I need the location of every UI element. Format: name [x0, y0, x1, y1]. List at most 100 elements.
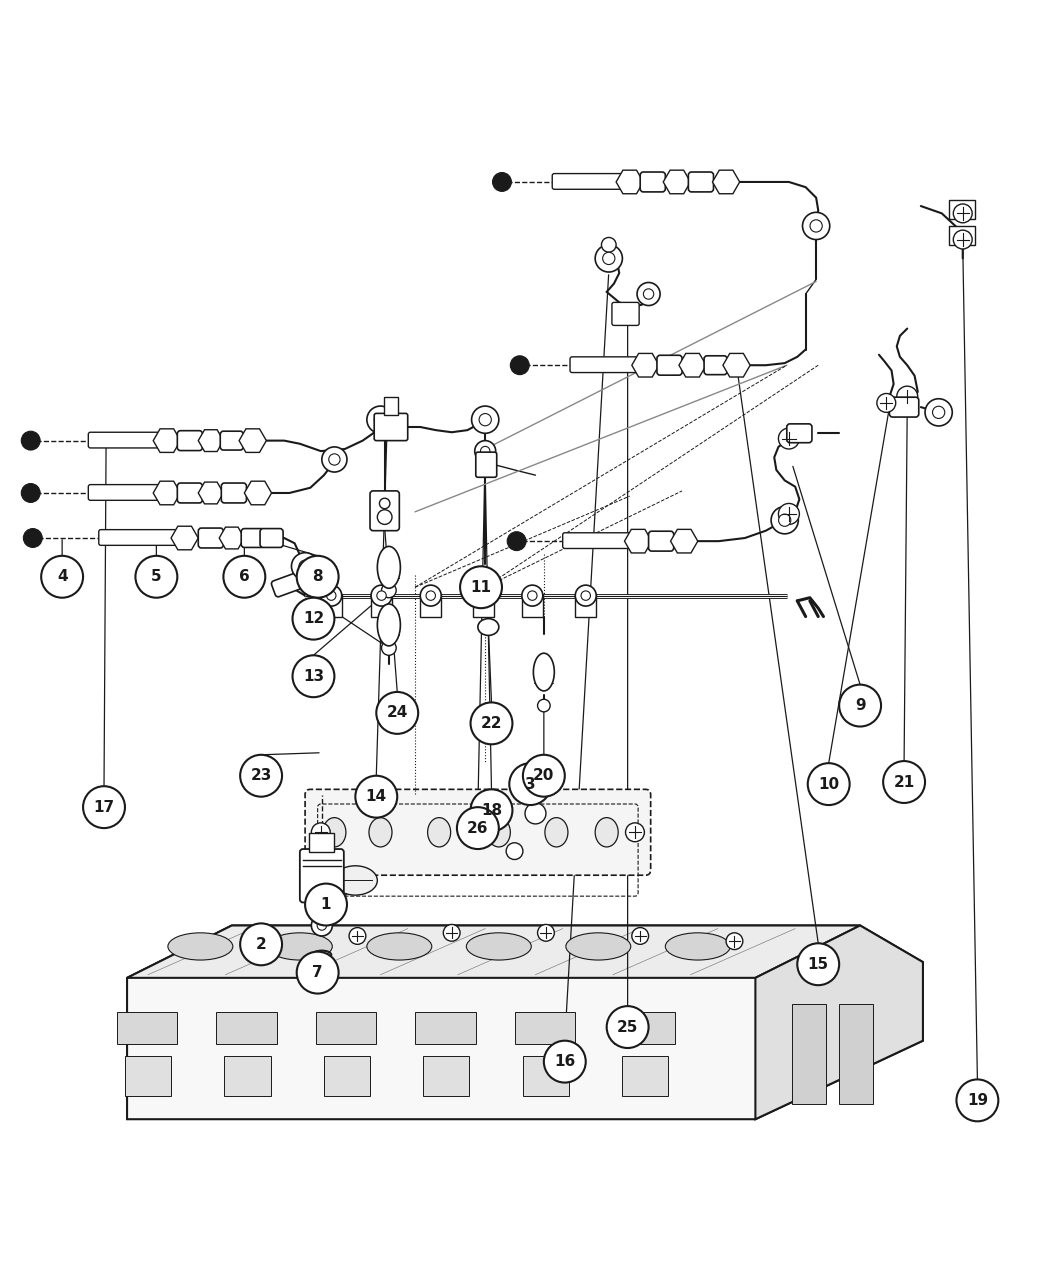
- FancyBboxPatch shape: [786, 423, 812, 442]
- Circle shape: [41, 556, 83, 598]
- Circle shape: [527, 590, 537, 601]
- Bar: [225, 1057, 271, 1096]
- Circle shape: [292, 552, 319, 580]
- Text: 23: 23: [250, 769, 272, 783]
- Bar: [371, 594, 392, 617]
- Ellipse shape: [168, 933, 233, 960]
- Text: 17: 17: [93, 799, 114, 815]
- Text: 9: 9: [855, 699, 865, 713]
- Ellipse shape: [666, 933, 730, 960]
- Bar: [949, 200, 975, 218]
- Ellipse shape: [545, 817, 568, 847]
- Text: 12: 12: [302, 611, 324, 626]
- Polygon shape: [755, 926, 923, 1119]
- Circle shape: [329, 454, 340, 465]
- Circle shape: [877, 394, 896, 412]
- Ellipse shape: [478, 618, 499, 635]
- FancyBboxPatch shape: [220, 431, 244, 450]
- FancyBboxPatch shape: [552, 173, 628, 189]
- Bar: [575, 594, 596, 617]
- FancyBboxPatch shape: [705, 356, 727, 375]
- Circle shape: [925, 399, 952, 426]
- FancyBboxPatch shape: [99, 529, 182, 546]
- Bar: [472, 594, 493, 617]
- Circle shape: [349, 928, 365, 945]
- FancyBboxPatch shape: [88, 432, 164, 448]
- Text: 8: 8: [312, 569, 323, 584]
- FancyBboxPatch shape: [222, 483, 247, 502]
- Bar: [125, 1057, 171, 1096]
- Text: 13: 13: [302, 669, 324, 683]
- Circle shape: [506, 843, 523, 859]
- Circle shape: [637, 283, 660, 306]
- Text: 24: 24: [386, 705, 408, 720]
- Circle shape: [21, 431, 40, 450]
- Text: 26: 26: [467, 821, 488, 835]
- Circle shape: [595, 245, 623, 272]
- Circle shape: [379, 499, 390, 509]
- Text: 21: 21: [894, 774, 915, 789]
- Circle shape: [510, 356, 529, 375]
- Circle shape: [479, 590, 488, 601]
- Circle shape: [522, 585, 543, 606]
- Ellipse shape: [487, 817, 510, 847]
- Circle shape: [897, 386, 918, 407]
- Bar: [423, 1057, 469, 1096]
- Bar: [383, 397, 398, 416]
- Circle shape: [778, 428, 799, 449]
- Circle shape: [377, 510, 392, 524]
- Ellipse shape: [323, 817, 345, 847]
- Circle shape: [632, 928, 649, 945]
- Circle shape: [778, 504, 799, 524]
- FancyBboxPatch shape: [177, 483, 203, 502]
- Circle shape: [581, 590, 590, 601]
- Circle shape: [807, 764, 849, 805]
- Ellipse shape: [377, 547, 400, 588]
- Ellipse shape: [466, 933, 531, 960]
- Circle shape: [240, 755, 282, 797]
- Circle shape: [797, 944, 839, 986]
- Circle shape: [23, 529, 42, 547]
- Bar: [623, 1057, 669, 1096]
- Bar: [310, 834, 334, 852]
- Circle shape: [457, 807, 499, 849]
- Circle shape: [366, 405, 394, 434]
- Circle shape: [470, 789, 512, 831]
- Circle shape: [475, 441, 496, 462]
- Text: 22: 22: [481, 715, 502, 731]
- Circle shape: [802, 213, 830, 240]
- Text: 25: 25: [617, 1020, 638, 1034]
- Circle shape: [83, 787, 125, 827]
- Ellipse shape: [369, 817, 392, 847]
- Bar: [523, 1057, 569, 1096]
- Circle shape: [953, 204, 972, 223]
- FancyBboxPatch shape: [242, 529, 265, 547]
- Circle shape: [602, 237, 616, 252]
- Ellipse shape: [427, 817, 450, 847]
- Circle shape: [293, 598, 334, 640]
- Circle shape: [471, 405, 499, 434]
- Circle shape: [255, 933, 272, 950]
- FancyBboxPatch shape: [300, 849, 343, 903]
- Circle shape: [293, 655, 334, 697]
- Ellipse shape: [366, 933, 432, 960]
- Circle shape: [443, 924, 460, 941]
- Bar: [514, 1012, 575, 1044]
- Polygon shape: [127, 926, 860, 978]
- FancyBboxPatch shape: [649, 532, 674, 551]
- FancyBboxPatch shape: [306, 789, 651, 875]
- Circle shape: [299, 560, 311, 572]
- Ellipse shape: [533, 653, 554, 691]
- Circle shape: [481, 446, 490, 455]
- Circle shape: [381, 640, 396, 655]
- Circle shape: [381, 583, 396, 598]
- Bar: [415, 1012, 476, 1044]
- FancyBboxPatch shape: [657, 356, 682, 375]
- Circle shape: [538, 924, 554, 941]
- Circle shape: [771, 506, 798, 534]
- Circle shape: [306, 884, 346, 926]
- FancyBboxPatch shape: [374, 413, 407, 441]
- Text: 11: 11: [470, 580, 491, 594]
- Bar: [522, 594, 543, 617]
- FancyBboxPatch shape: [570, 357, 643, 372]
